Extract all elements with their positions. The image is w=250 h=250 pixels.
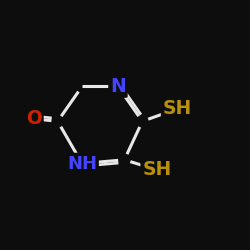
Text: NH: NH xyxy=(67,154,97,172)
Text: N: N xyxy=(110,77,126,96)
Text: SH: SH xyxy=(142,160,172,179)
Text: O: O xyxy=(26,109,42,128)
Text: SH: SH xyxy=(163,99,192,118)
